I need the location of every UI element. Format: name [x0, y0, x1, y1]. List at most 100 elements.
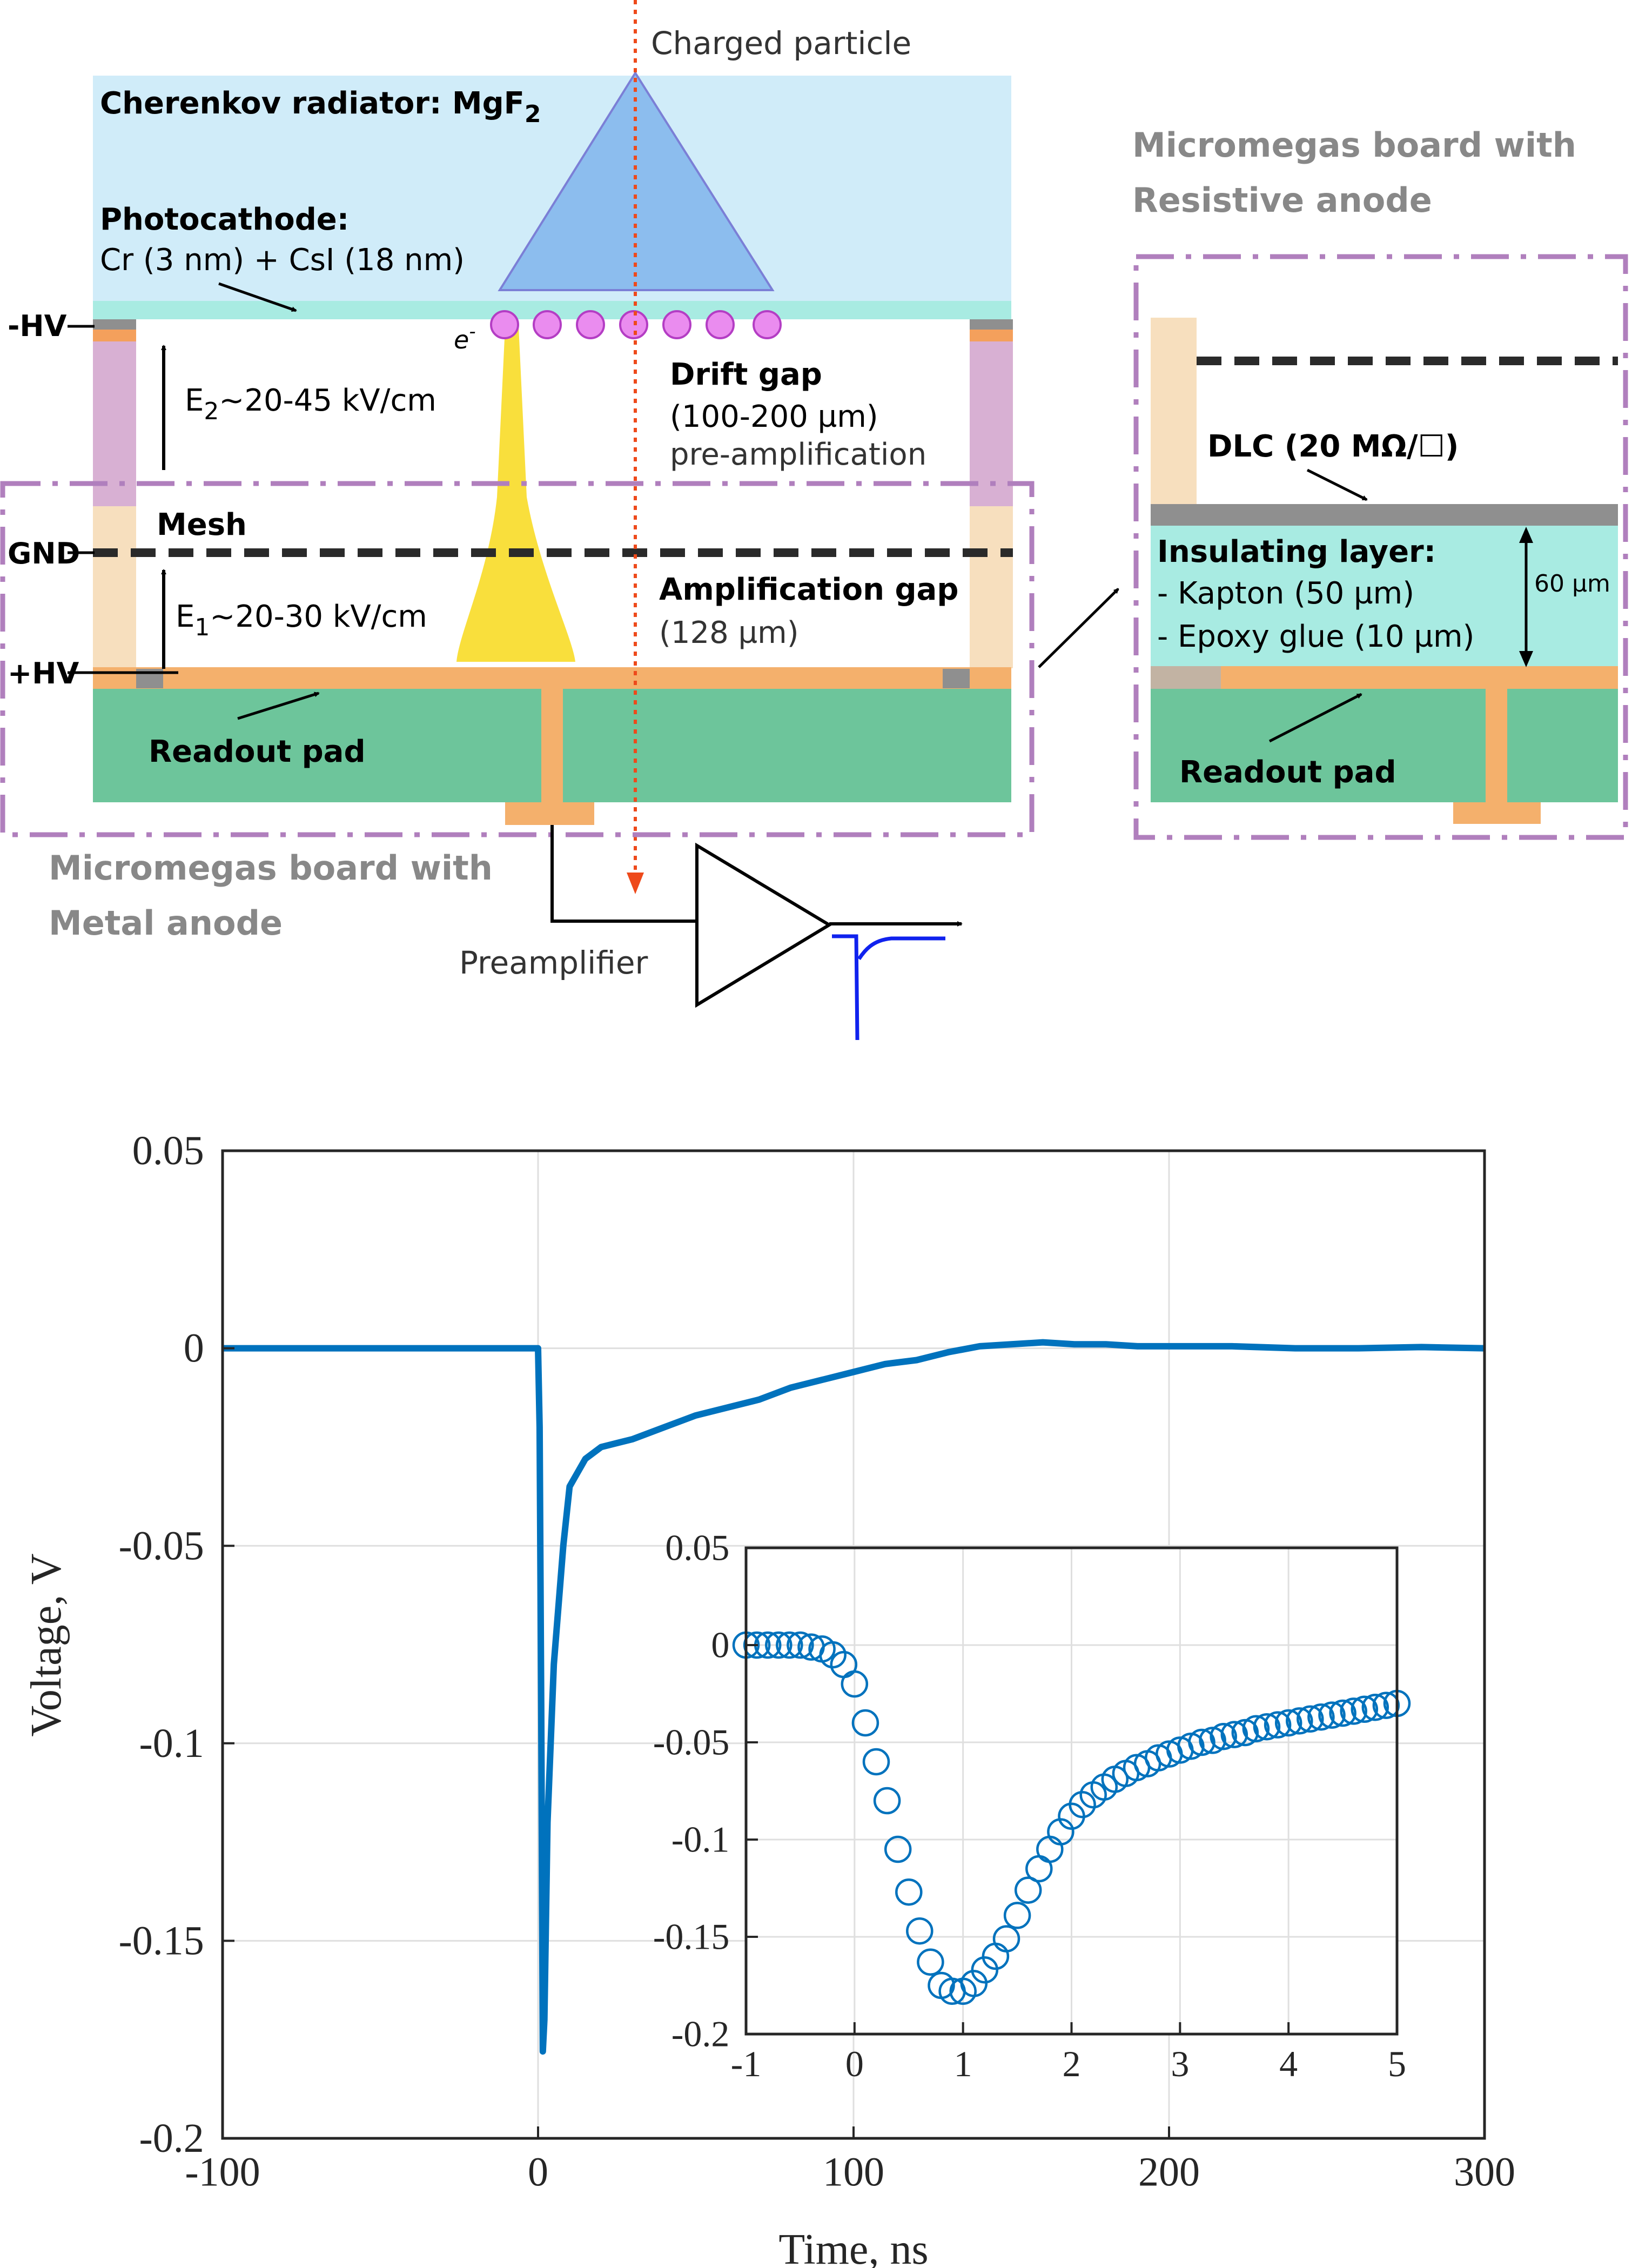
e1-value: ~20-30 kV/cm — [210, 599, 427, 634]
e2-label: E2~20-45 kV/cm — [185, 383, 436, 425]
gnd-label: GND — [8, 536, 80, 571]
photocathode-detail: Cr (3 nm) + CsI (18 nm) — [100, 243, 465, 278]
pcb-left — [93, 689, 541, 802]
inset-data-point — [1199, 1727, 1226, 1754]
inset-xtick-label: 5 — [1388, 2043, 1406, 2084]
inset-data-point — [873, 1787, 901, 1815]
inset-xtick-label: -1 — [731, 2043, 762, 2084]
photoelectron — [706, 310, 735, 339]
main-xtick-label: 100 — [823, 2149, 884, 2195]
main-ytick-label: -0.1 — [139, 1721, 204, 1766]
metal-board-label-line2: Metal anode — [49, 903, 283, 943]
e2-base: E — [185, 383, 204, 418]
preamp-wire — [550, 825, 697, 923]
inset-ytick-label: -0.1 — [671, 1819, 730, 1860]
inset-data-point — [776, 1631, 803, 1659]
pcb-right — [563, 689, 1011, 802]
right-drift-spacer-top — [970, 330, 1013, 341]
photoelectron — [662, 310, 691, 339]
inset-ytick-label: -0.2 — [671, 2013, 730, 2054]
main-xtick-label: 200 — [1138, 2149, 1200, 2195]
inset-data-point — [765, 1631, 793, 1659]
inset-data-point — [895, 1878, 923, 1906]
resistive-board-label-line1: Micromegas board with — [1132, 125, 1576, 165]
readout-pad-label: Readout pad — [149, 734, 366, 769]
electron-label: e- — [454, 321, 476, 354]
inset-data-point — [1318, 1701, 1346, 1729]
e2-value: ~20-45 kV/cm — [219, 383, 436, 418]
dlc-layer — [1151, 504, 1618, 526]
main-xtick-label: 0 — [528, 2149, 548, 2195]
resistive-via-pad — [1453, 802, 1541, 824]
particle-arrowhead — [627, 873, 644, 894]
inset-ytick-label: -0.15 — [653, 1916, 730, 1957]
photocathode-title: Photocathode: — [100, 202, 349, 237]
right-amp-pillar — [970, 506, 1013, 668]
inset-data-point — [819, 1641, 847, 1669]
main-ytick-label: -0.05 — [118, 1523, 204, 1568]
amp-title: Amplification gap — [659, 572, 958, 607]
photoelectron — [753, 310, 782, 339]
inset-data-point — [787, 1631, 814, 1659]
thickness-label: 60 µm — [1534, 570, 1610, 598]
inset-xtick-label: 0 — [845, 2043, 864, 2084]
inset-ticks: -1 0 1 2 3 4 5 0.05 0 -0.05 -0.1 -0.15 -0.2 — [653, 1527, 1406, 2084]
inset-xtick-label: 2 — [1063, 2043, 1081, 2084]
inset-data-point — [1351, 1695, 1379, 1723]
inset-data-point — [884, 1835, 912, 1863]
inset-data-point — [1286, 1707, 1313, 1735]
inset-data-point — [1210, 1722, 1237, 1750]
e1-label: E1~20-30 kV/cm — [176, 599, 427, 641]
readout-pad-right-label: Readout pad — [1179, 755, 1396, 790]
resistive-via — [1486, 681, 1507, 808]
cherenkov-cone — [498, 71, 775, 291]
main-xtick-label: -100 — [185, 2149, 260, 2195]
detector-diagram: -HV GND +HV Charged particle Cherenkov r… — [0, 0, 1119, 1041]
inset-data-point — [1231, 1719, 1259, 1747]
dlc-label: DLC (20 MΩ/☐) — [1207, 429, 1459, 464]
inset-data-point — [992, 1925, 1020, 1952]
inset-data-point — [1329, 1699, 1356, 1727]
inset-data-point — [1361, 1693, 1389, 1721]
insulating-layer — [1151, 526, 1618, 666]
thickness-arrow-up — [1519, 527, 1533, 543]
drift-note: pre-amplification — [670, 437, 926, 472]
resistive-board-label-line2: Resistive anode — [1132, 180, 1432, 220]
inset-ytick-label: 0.05 — [665, 1527, 729, 1568]
inset-data-point — [1264, 1711, 1292, 1739]
readout-pad-right-pointer — [1268, 693, 1362, 743]
via-pad — [505, 802, 594, 825]
inset-ytick-label: -0.05 — [653, 1721, 730, 1762]
inset-data-point — [917, 1948, 944, 1976]
inset-data-point — [960, 1970, 988, 1997]
output-signal — [832, 934, 945, 1041]
particle-label: Charged particle — [651, 25, 911, 62]
left-amp-pillar — [93, 506, 136, 668]
drift-size: (100-200 µm) — [670, 399, 878, 434]
inset-points — [732, 1631, 1411, 2005]
plus-hv-label: +HV — [8, 656, 79, 690]
resistive-pillar — [1151, 318, 1197, 504]
insulating-title: Insulating layer: — [1157, 534, 1436, 569]
inset-data-point — [906, 1917, 933, 1945]
inset-data-point — [1340, 1697, 1367, 1725]
main-ytick-label: 0.05 — [132, 1128, 204, 1173]
dlc-pointer — [1306, 468, 1368, 501]
main-ylabel: Voltage, V — [23, 1553, 70, 1736]
right-drift-spacer — [970, 319, 1013, 331]
resistive-anode-grey — [1151, 666, 1221, 689]
right-drift-pillar — [970, 341, 1013, 506]
main-xtick-label: 300 — [1454, 2149, 1515, 2195]
inset-data-point — [971, 1956, 999, 1984]
e1-sub: 1 — [194, 614, 210, 641]
main-ytick-label: -0.15 — [118, 1918, 204, 1963]
e1-base: E — [176, 599, 194, 634]
main-ytick-label: 0 — [184, 1326, 204, 1371]
photoelectron — [576, 310, 605, 339]
inset-data-point — [1297, 1705, 1324, 1733]
photoelectron — [533, 310, 562, 339]
inset-data-point — [862, 1748, 890, 1776]
inset-data-point — [851, 1709, 879, 1737]
